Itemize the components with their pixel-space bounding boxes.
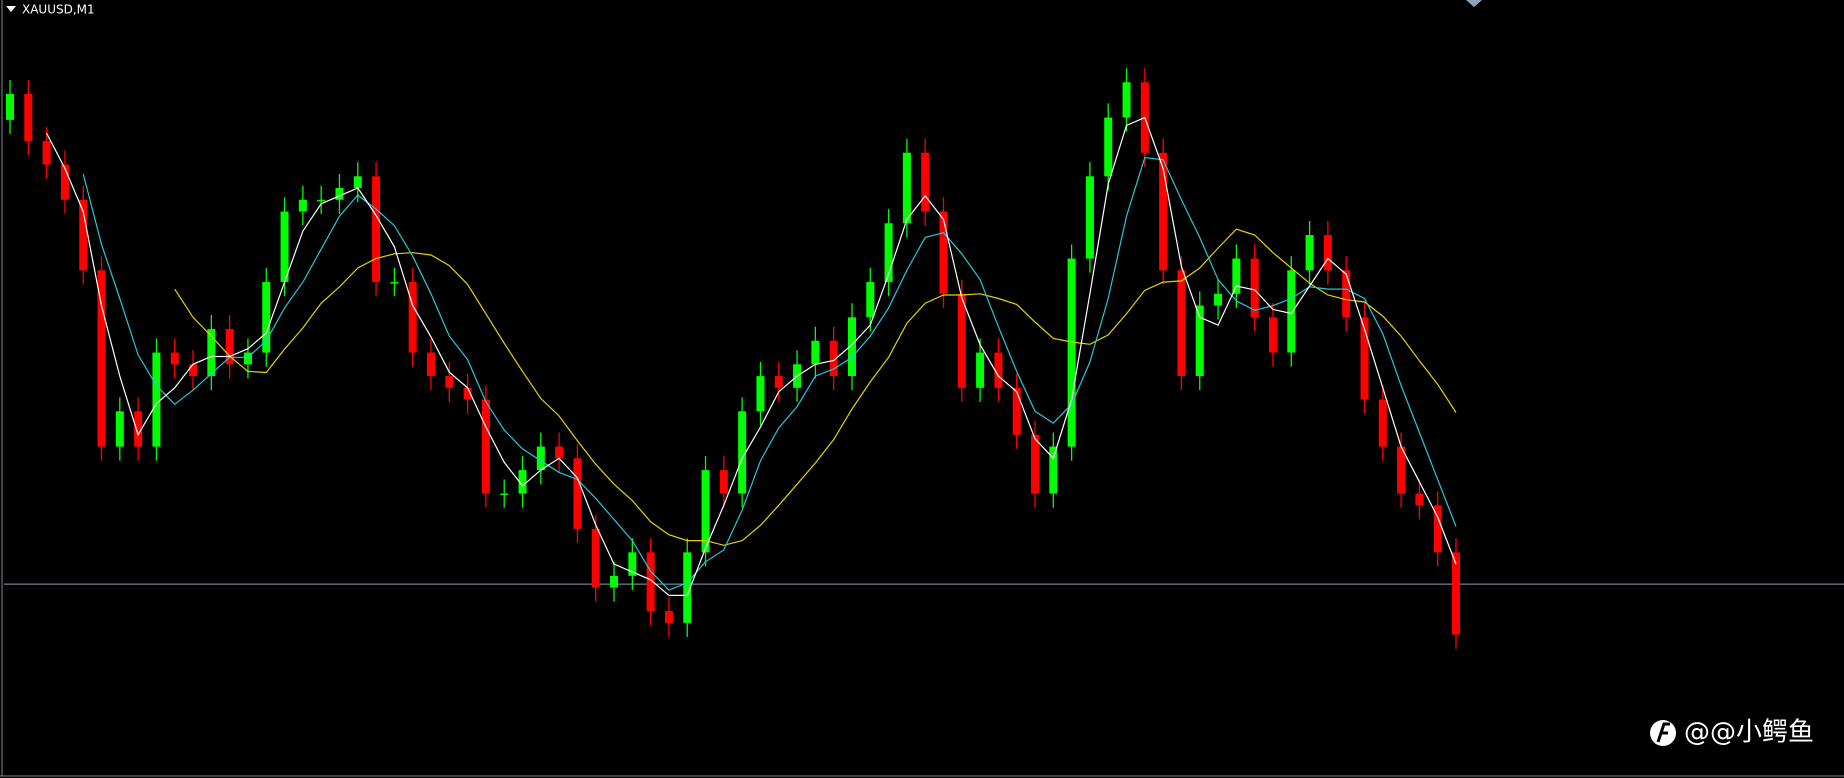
- candle-body: [335, 188, 344, 200]
- candle-body: [42, 141, 51, 165]
- watermark-icon-glyph: [1656, 722, 1670, 743]
- candle-body: [976, 352, 985, 388]
- candle-body: [1122, 82, 1131, 118]
- candle-body: [628, 552, 637, 576]
- candle-body: [738, 411, 747, 494]
- candle-body: [1232, 258, 1241, 294]
- candle-body: [97, 270, 106, 447]
- candle-body: [280, 211, 289, 283]
- symbol-title: XAUUSD,M1: [22, 3, 95, 17]
- candle-body: [1049, 446, 1058, 494]
- candle-body: [317, 199, 326, 202]
- plot: [4, 68, 1844, 649]
- candle-body: [24, 94, 33, 142]
- candle-body: [1415, 493, 1424, 506]
- candle-body: [1452, 552, 1460, 635]
- shift-marker: [1466, 0, 1482, 7]
- candle-body: [829, 340, 838, 377]
- candle-body: [60, 164, 69, 200]
- candle-body: [353, 176, 362, 189]
- candle-body: [1268, 317, 1277, 353]
- candle-body: [1177, 270, 1186, 377]
- candle-body: [756, 376, 765, 412]
- candle-body: [573, 458, 582, 529]
- candle-body: [1305, 235, 1314, 271]
- candle-body: [481, 399, 490, 494]
- moving-average: [82, 156, 1457, 591]
- candle-body: [426, 352, 435, 377]
- candle-body: [372, 176, 381, 283]
- candle-body: [262, 282, 271, 353]
- candle-body: [1250, 258, 1259, 318]
- candle-body: [1342, 270, 1351, 318]
- candle-body: [1378, 399, 1387, 447]
- candle-body: [1287, 270, 1296, 353]
- candle-body: [664, 611, 673, 623]
- candle-body: [1195, 305, 1204, 377]
- candle-body: [225, 329, 234, 365]
- candle-body: [536, 446, 545, 471]
- candle-body: [683, 552, 692, 623]
- candle-body: [701, 470, 710, 553]
- candle-body: [555, 446, 564, 459]
- menu-arrow[interactable]: [6, 6, 16, 12]
- candle-body: [591, 528, 600, 588]
- candle-body: [719, 470, 728, 494]
- candle-body: [1360, 317, 1369, 400]
- candle-body: [921, 152, 930, 212]
- candle-body: [298, 199, 307, 212]
- candle-body: [646, 552, 655, 612]
- candle-body: [1085, 176, 1094, 259]
- candle-body: [207, 329, 216, 377]
- watermark: @@小鳄鱼: [1650, 718, 1814, 748]
- candle-body: [884, 223, 893, 283]
- candle-body: [1397, 446, 1406, 494]
- candle-body: [500, 493, 509, 496]
- candle-body: [445, 376, 454, 388]
- candle-body: [610, 575, 619, 588]
- candle-body: [957, 293, 966, 388]
- watermark-text: @@小鳄鱼: [1684, 718, 1814, 748]
- candle-body: [170, 352, 179, 365]
- candle-body: [1214, 293, 1223, 306]
- candle-body: [774, 376, 783, 388]
- candle-body: [189, 364, 198, 377]
- candle-body: [1159, 152, 1168, 271]
- candle-body: [408, 282, 417, 353]
- candle-body: [902, 152, 911, 224]
- candle-body: [134, 411, 143, 447]
- candle-body: [463, 387, 472, 400]
- candle-body: [939, 211, 948, 294]
- candle-body: [1104, 117, 1113, 177]
- candle-body: [518, 470, 527, 494]
- candle-body: [152, 352, 161, 447]
- candle-body: [1031, 434, 1040, 494]
- candle-body: [811, 340, 820, 365]
- candle-body: [994, 352, 1003, 388]
- candle-body: [390, 282, 399, 284]
- candle-body: [866, 282, 875, 318]
- candle-body: [115, 411, 124, 447]
- candle-body: [243, 352, 252, 365]
- candle-body: [1067, 258, 1076, 447]
- candle-body: [847, 317, 856, 377]
- candle-body: [1433, 505, 1442, 553]
- candle-body: [6, 94, 14, 120]
- moving-average: [46, 116, 1457, 596]
- candle-body: [1012, 387, 1021, 435]
- candle-body: [79, 199, 88, 271]
- candle-body: [1323, 235, 1332, 271]
- moving-average: [174, 228, 1457, 546]
